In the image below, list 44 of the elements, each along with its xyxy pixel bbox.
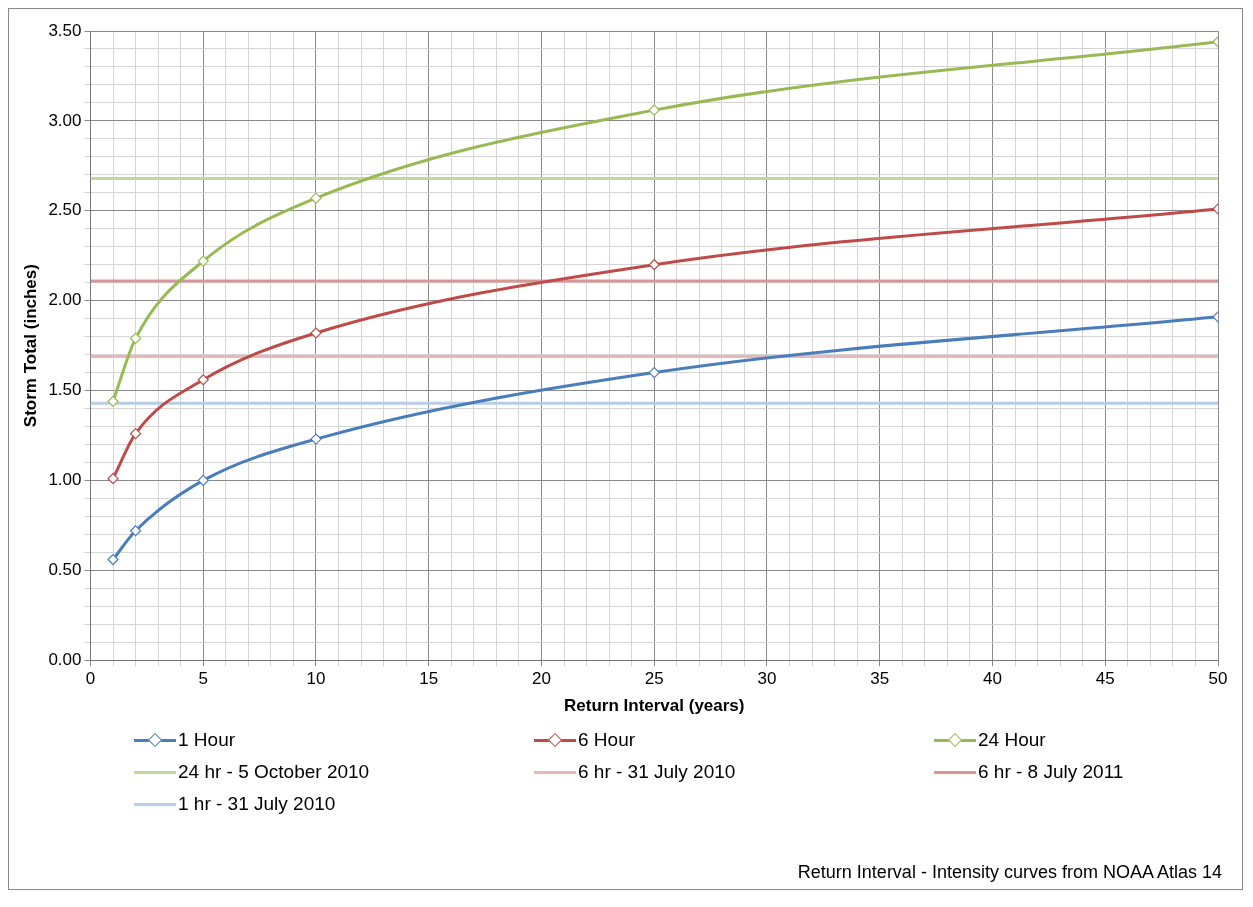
point xyxy=(310,327,322,339)
legend-label: 24 Hour xyxy=(978,729,1046,751)
point xyxy=(129,525,142,537)
x-tick-label: 0 xyxy=(85,669,96,689)
x-tick-label: 5 xyxy=(198,669,208,689)
point xyxy=(310,433,322,445)
point xyxy=(197,374,209,386)
legend-label: 1 Hour xyxy=(178,729,236,751)
point xyxy=(107,395,119,407)
x-tick-label: 30 xyxy=(757,669,777,689)
point xyxy=(129,332,142,345)
point xyxy=(107,553,119,566)
legend-label: 24 hr - 5 October 2010 xyxy=(178,761,370,783)
x-tick-label: 20 xyxy=(532,669,551,689)
y-tick-label: 2.00 xyxy=(48,290,82,310)
y-tick-label: 3.50 xyxy=(48,20,82,40)
y-tick-label: 1.00 xyxy=(48,470,82,490)
x-tick-label: 40 xyxy=(983,669,1002,689)
x-tick-label: 45 xyxy=(1095,669,1115,689)
point xyxy=(107,473,119,485)
text: Return Interval - Intensity curves from NOAA Atlas 14 xyxy=(797,862,1222,883)
x-tick-label: 10 xyxy=(306,669,326,689)
point xyxy=(129,428,142,440)
point xyxy=(197,474,209,487)
y-axis-title: Storm Total (inches) xyxy=(20,264,40,428)
x-tick-label: 50 xyxy=(1208,669,1228,689)
y-tick-label: 0.50 xyxy=(48,560,82,579)
x-tick-label: 15 xyxy=(419,669,439,689)
legend-label: 6 Hour xyxy=(578,729,636,751)
y-tick-label: 0.00 xyxy=(48,649,82,669)
y-tick-label: 1.50 xyxy=(48,380,82,400)
point xyxy=(648,104,660,116)
legend-label: 6 hr - 31 July 2010 xyxy=(578,761,736,783)
x-axis-title: Return Interval (years) xyxy=(564,696,745,716)
x-tick-label: 25 xyxy=(644,669,664,689)
point xyxy=(310,192,322,204)
point xyxy=(648,366,660,379)
point xyxy=(648,259,660,271)
y-tick-label: 3.00 xyxy=(48,110,82,130)
legend-label: 1 hr - 31 July 2010 xyxy=(178,793,336,815)
x-tick-label: 35 xyxy=(870,669,890,689)
y-tick-label: 2.50 xyxy=(48,200,82,220)
legend-label: 6 hr - 8 July 2011 xyxy=(978,761,1124,783)
point xyxy=(197,255,209,267)
